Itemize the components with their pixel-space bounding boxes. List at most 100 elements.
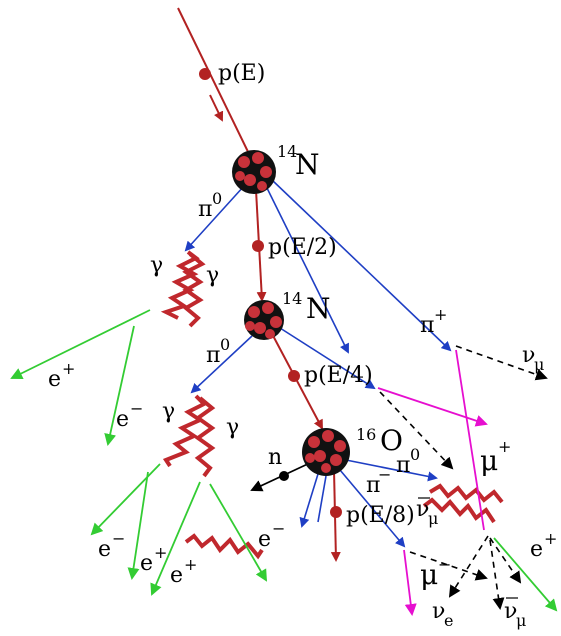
label-e-plus-4: e [530,537,543,562]
label-e-minus-1-sup: − [130,399,143,418]
label-pi0-1-sup: 0 [212,189,222,208]
incoming-proton-track [177,7,253,162]
label-n14-mid-sym: N [306,292,331,325]
label-nu-e-sub: e [444,611,453,630]
label-e-plus-3: e [170,563,183,588]
pi-mid-track [265,185,349,354]
gamma-5-track [184,533,264,560]
label-e-plus-2-sup: + [154,543,167,562]
gamma-2a-track [162,394,208,468]
gamma-1a-track [160,250,200,320]
label-n14-mid-mass: 14 [282,289,302,308]
label-e-minus-3-sup: − [272,519,285,538]
label-mu-plus: μ [480,444,498,477]
label-nu-e: ν [432,599,445,624]
e-plus-1-track [10,309,151,379]
label-mu-minus: μ [420,558,438,591]
label-pi-minus: π [366,473,380,498]
label-mu-minus-sup: − [438,555,451,574]
label-nu-mu-2-sub: μ [516,611,526,630]
neutron-track [250,461,313,492]
muon-tracks [377,349,488,616]
pi-plus-track [271,179,452,352]
label-e-plus-1: e [48,367,61,392]
nu-mu-1-track [455,345,548,381]
e-plus-2-track [127,471,149,580]
label-pi0-2-sup: 0 [220,335,230,354]
nucleus-o16 [302,428,350,476]
label-p-E4: p(E/4) [304,363,373,388]
neutron-dot [279,471,289,481]
label-e-minus-2-sup: − [112,529,125,548]
proton-dot-E [199,68,211,80]
label-gamma-2a: γ [162,399,175,424]
gamma-4-track [422,497,496,524]
o16-down-track-b [317,475,327,523]
mu-plus-track-b [377,387,488,427]
label-n14-top-sym: N [295,148,320,181]
pi-minus-track [339,469,406,548]
label-pi-plus: π [420,313,434,338]
neutrino-tracks [379,345,548,610]
gamma-3-track [428,483,504,504]
label-pi0-3-sup: 0 [410,445,420,464]
label-gamma-2b: γ [226,415,239,440]
label-e-plus-2: e [140,551,153,576]
gamma-1b-track [182,252,206,328]
label-pi0-2: π [206,343,220,368]
label-n: n [268,445,282,470]
label-pi0-3: π [396,453,410,478]
label-mu-plus-sup: + [498,437,511,456]
e-plus-3-track [150,481,201,596]
pi0-3-track [345,459,438,482]
gamma-2b-track [194,396,216,478]
label-nubar-mu: ν μ [416,497,438,528]
electron-tracks [10,309,558,612]
label-e-plus-4-sup: + [544,529,557,548]
label-e-minus-3: e [258,527,271,552]
label-p-E: p(E) [218,61,265,86]
label-e-minus-1: e [116,407,129,432]
label-gamma-1a: γ [150,253,163,278]
label-nubar-mu-sub: μ [428,509,438,528]
label-nu-mu-1: ν [522,343,535,368]
proton-dot-E4 [288,370,300,382]
label-pi-plus-sup: + [434,305,447,324]
label-n14-top-mass: 14 [277,142,297,161]
nu-mu-2-track [489,539,505,610]
e-plus-4-track [493,537,558,612]
label-gamma-1b: γ [206,263,219,288]
label-p-E2: p(E/2) [268,235,337,260]
nu-e-2-track [489,537,522,584]
nucleus-n14-top [232,150,276,194]
pi-E4-track [279,327,376,390]
pion-tracks [184,179,452,548]
label-nu-mu-1-sub: μ [534,355,544,374]
mu-minus-track [403,549,417,616]
o16-down-track-a [299,473,319,528]
label-p-E8: p(E/8) [346,503,415,528]
label-pi-minus-sup: − [378,465,391,484]
nubar-mu-track [409,551,488,581]
proton-arrow-mid1 [209,94,224,122]
label-nu-mu-2: ν μ [504,597,526,630]
pi0-2-track [190,335,253,394]
nucleus-n14-mid [244,300,284,340]
label-pi0-1: π [198,197,212,222]
pi0-1-track [184,185,245,252]
label-o16-sym: O [380,424,403,457]
e-minus-2-track [90,463,161,536]
label-e-plus-1-sup: + [62,359,75,378]
gamma-tracks [160,250,504,560]
proton-dot-E2 [252,240,264,252]
proton-dot-E8 [330,506,342,518]
label-nu-mu-2-text: ν [504,599,517,624]
label-e-minus-2: e [98,537,111,562]
mu-plus-track-a [455,349,485,531]
nu-e-track [448,535,489,598]
label-nubar-mu-text: ν [416,497,429,522]
e-minus-3-track [209,483,268,582]
proton-tracks [177,7,341,562]
e-minus-1-track [104,325,135,446]
